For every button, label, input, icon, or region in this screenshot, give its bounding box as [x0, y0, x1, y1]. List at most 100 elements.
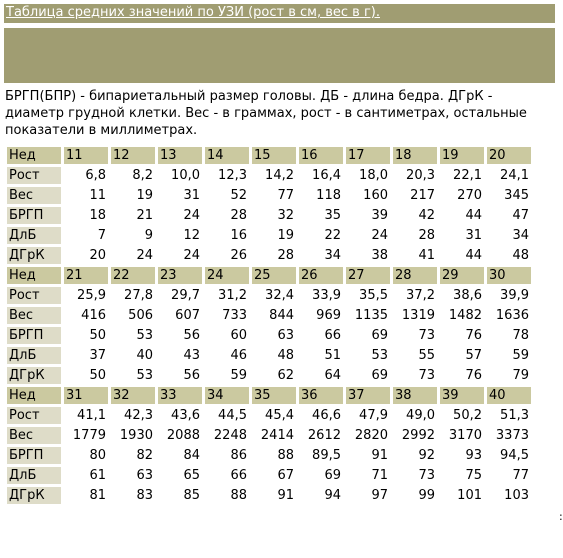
week-header-row: Нед 31 32 33 34 35 36 37 38 39 40 — [7, 387, 531, 404]
table-row: БРГП 18 21 24 28 32 35 39 42 44 47 — [7, 207, 531, 224]
row-label: Рост — [7, 407, 61, 424]
week-cell: 25 — [252, 267, 296, 284]
value-cell: 24 — [346, 227, 390, 244]
value-cell: 73 — [393, 467, 437, 484]
value-cell: 35 — [299, 207, 343, 224]
value-cell: 97 — [346, 487, 390, 504]
week-cell: 19 — [440, 147, 484, 164]
value-cell: 43,6 — [158, 407, 202, 424]
row-label: Рост — [7, 167, 61, 184]
value-cell: 61 — [64, 467, 108, 484]
value-cell: 1636 — [487, 307, 531, 324]
week-header-label: Нед — [7, 267, 61, 284]
week-cell: 28 — [393, 267, 437, 284]
row-label: БРГП — [7, 207, 61, 224]
value-cell: 55 — [393, 347, 437, 364]
week-cell: 32 — [111, 387, 155, 404]
value-cell: 88 — [205, 487, 249, 504]
value-cell: 48 — [487, 247, 531, 264]
value-cell: 81 — [64, 487, 108, 504]
value-cell: 60 — [205, 327, 249, 344]
value-cell: 101 — [440, 487, 484, 504]
value-cell: 67 — [252, 467, 296, 484]
value-cell: 83 — [111, 487, 155, 504]
value-cell: 24,1 — [487, 167, 531, 184]
table-row: ДГрК 50 53 56 59 62 64 69 73 76 79 — [7, 367, 531, 384]
value-cell: 75 — [440, 467, 484, 484]
value-cell: 78 — [487, 327, 531, 344]
value-cell: 56 — [158, 327, 202, 344]
row-label: ДГрК — [7, 487, 61, 504]
value-cell: 26 — [205, 247, 249, 264]
week-cell: 11 — [64, 147, 108, 164]
row-label: БРГП — [7, 327, 61, 344]
value-cell: 62 — [252, 367, 296, 384]
week-cell: 40 — [487, 387, 531, 404]
value-cell: 2820 — [346, 427, 390, 444]
week-cell: 34 — [205, 387, 249, 404]
value-cell: 69 — [346, 327, 390, 344]
value-cell: 91 — [252, 487, 296, 504]
value-cell: 51,3 — [487, 407, 531, 424]
value-cell: 844 — [252, 307, 296, 324]
table-row: ДлБ 61 63 65 66 67 69 71 73 75 77 — [7, 467, 531, 484]
page-title-link[interactable]: Таблица средних значений по УЗИ (рост в … — [6, 5, 380, 20]
value-cell: 38,6 — [440, 287, 484, 304]
value-cell: 2612 — [299, 427, 343, 444]
value-cell: 22,1 — [440, 167, 484, 184]
value-cell: 1319 — [393, 307, 437, 324]
title-bar: Таблица средних значений по УЗИ (рост в … — [4, 4, 555, 23]
week-cell: 20 — [487, 147, 531, 164]
value-cell: 69 — [346, 367, 390, 384]
week-cell: 15 — [252, 147, 296, 164]
value-cell: 92 — [393, 447, 437, 464]
value-cell: 48 — [252, 347, 296, 364]
value-cell: 345 — [487, 187, 531, 204]
value-cell: 6,8 — [64, 167, 108, 184]
value-cell: 91 — [346, 447, 390, 464]
table-row: Рост 6,8 8,2 10,0 12,3 14,2 16,4 18,0 20,3 22,1 24… — [7, 167, 531, 184]
value-cell: 11 — [64, 187, 108, 204]
value-cell: 8,2 — [111, 167, 155, 184]
value-cell: 53 — [111, 367, 155, 384]
value-cell: 53 — [346, 347, 390, 364]
value-cell: 46,6 — [299, 407, 343, 424]
value-cell: 76 — [440, 367, 484, 384]
week-cell: 35 — [252, 387, 296, 404]
value-cell: 24 — [111, 247, 155, 264]
value-cell: 50 — [64, 327, 108, 344]
value-cell: 41,1 — [64, 407, 108, 424]
value-cell: 103 — [487, 487, 531, 504]
value-cell: 24 — [158, 247, 202, 264]
week-cell: 37 — [346, 387, 390, 404]
row-label: БРГП — [7, 447, 61, 464]
value-cell: 41 — [393, 247, 437, 264]
value-cell: 34 — [299, 247, 343, 264]
description: БРГП(БПР) - бипариетальный размер головы… — [5, 89, 527, 138]
week-cell: 12 — [111, 147, 155, 164]
value-cell: 44,5 — [205, 407, 249, 424]
value-cell: 59 — [487, 347, 531, 364]
value-cell: 19 — [111, 187, 155, 204]
value-cell: 44 — [440, 247, 484, 264]
value-cell: 32 — [252, 207, 296, 224]
value-cell: 217 — [393, 187, 437, 204]
table-row: Вес 11 19 31 52 77 118 160 217 270 345 — [7, 187, 531, 204]
value-cell: 270 — [440, 187, 484, 204]
side-mark: : — [559, 510, 563, 523]
value-cell: 89,5 — [299, 447, 343, 464]
value-cell: 94,5 — [487, 447, 531, 464]
table-row: ДГрК 81 83 85 88 91 94 97 99 101 103 — [7, 487, 531, 504]
week-cell: 39 — [440, 387, 484, 404]
value-cell: 47,9 — [346, 407, 390, 424]
value-cell: 22 — [299, 227, 343, 244]
value-cell: 66 — [205, 467, 249, 484]
week-cell: 14 — [205, 147, 249, 164]
row-label: Вес — [7, 307, 61, 324]
value-cell: 38 — [346, 247, 390, 264]
value-cell: 9 — [111, 227, 155, 244]
value-cell: 59 — [205, 367, 249, 384]
table-row: Рост 25,9 27,8 29,7 31,2 32,4 33,9 35,5 37,2 38,6… — [7, 287, 531, 304]
value-cell: 1482 — [440, 307, 484, 324]
value-cell: 2088 — [158, 427, 202, 444]
